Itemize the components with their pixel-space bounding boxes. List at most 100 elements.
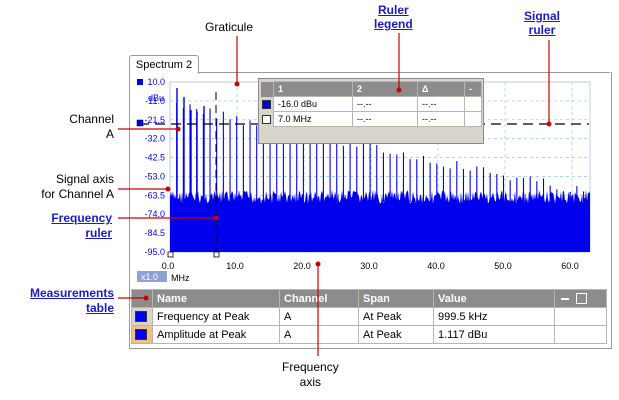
- measurements-header: Name Channel Span Value: [131, 289, 607, 308]
- ruler-legend-empty: [464, 111, 482, 127]
- column-header-name[interactable]: Name: [152, 289, 280, 308]
- y-tick-label: -95.0: [144, 247, 165, 257]
- channel-a-callout: Channel A: [56, 112, 114, 142]
- frequency-swatch-icon: [262, 115, 271, 125]
- spectrum-trace: [170, 88, 590, 252]
- minimize-icon[interactable]: [561, 297, 569, 300]
- ruler-legend-table: 1 2 Δ - -16.0 dBu --.-- --.-- 7.0 MHz --…: [261, 81, 482, 127]
- table-row[interactable]: Frequency at Peak A At Peak 999.5 kHz: [131, 307, 607, 326]
- row-color-cell: [131, 307, 153, 326]
- signal-axis-callout-line1: Signal axis: [55, 172, 114, 186]
- y-tick-label: -84.5: [144, 228, 165, 238]
- column-header-channel[interactable]: Channel: [279, 289, 359, 308]
- table-row[interactable]: Amplitude at Peak A At Peak 1.117 dBu: [131, 325, 607, 344]
- measurements-table[interactable]: Name Channel Span Value Frequency at Pea…: [131, 289, 607, 344]
- channel-a-callout-line2: A: [105, 127, 114, 141]
- measurement-color-icon[interactable]: [135, 311, 147, 323]
- x-tick-label: 60.0: [561, 261, 579, 271]
- ruler-legend-row: -16.0 dBu --.-- --.--: [261, 96, 482, 112]
- measurement-value: 1.117 dBu: [433, 325, 555, 344]
- ruler-legend-value: 7.0 MHz: [273, 111, 353, 127]
- ruler-legend-callout-line1: Ruler: [377, 3, 409, 17]
- x-tick-label: 30.0: [360, 261, 378, 271]
- ruler-legend-header-1: 1: [273, 81, 353, 97]
- x-tick-label: 50.0: [494, 261, 512, 271]
- graticule-callout: Graticule: [205, 20, 253, 35]
- frequency-axis-callout: Frequency axis: [282, 360, 339, 390]
- frequency-ruler-callout-line2: ruler: [85, 226, 112, 240]
- frequency-axis-callout-line2: axis: [299, 375, 322, 389]
- measurement-channel: A: [279, 325, 359, 344]
- y-axis-unit-label: dBu: [148, 93, 164, 103]
- ruler-legend-value: -16.0 dBu: [273, 96, 353, 112]
- zoom-label: x1.0: [141, 272, 158, 282]
- ruler-legend-value: --.--: [352, 96, 418, 112]
- y-tick-label: 10.0: [147, 77, 165, 87]
- signal-ruler-callout-line1: Signal: [524, 9, 561, 23]
- x-axis-unit-label: MHz: [171, 273, 190, 283]
- column-header-span[interactable]: Span: [358, 289, 434, 308]
- ruler-legend-callout[interactable]: Ruler legend: [374, 3, 413, 31]
- frequency-axis-callout-line1: Frequency: [282, 360, 339, 374]
- measurement-span: At Peak: [358, 307, 434, 326]
- spectrum-plot[interactable]: 10.0-11.0-21.5-32.0-42.5-53.0-63.5-74.0-…: [129, 72, 610, 284]
- measurements-grid: Name Channel Span Value Frequency at Pea…: [131, 289, 607, 344]
- measurements-table-callout-line1: Measurements: [29, 286, 114, 300]
- ruler-legend-value: --.--: [417, 96, 465, 112]
- y-tick-label: -32.0: [144, 134, 165, 144]
- y-tick-label: -63.5: [144, 190, 165, 200]
- signal-ruler-callout-line2: ruler: [528, 23, 556, 37]
- ruler-legend-value: --.--: [352, 111, 418, 127]
- signal-ruler-callout[interactable]: Signal ruler: [524, 9, 560, 37]
- frequency-ruler-callout[interactable]: Frequency ruler: [30, 211, 112, 241]
- y-tick-label: -42.5: [144, 153, 165, 163]
- measurements-window-buttons: [554, 289, 607, 308]
- zoom-indicator: [137, 271, 167, 282]
- frequency-ruler-callout-line1: Frequency: [51, 211, 112, 225]
- channel-a-swatch-icon: [262, 100, 271, 110]
- x-tick-label: 10.0: [226, 261, 244, 271]
- frequency-ruler-handle-left: [167, 251, 174, 258]
- x-tick-label: 0.0: [162, 261, 175, 271]
- ruler-legend-row: 7.0 MHz --.-- --.--: [261, 111, 482, 127]
- x-tick-label: 40.0: [427, 261, 445, 271]
- measurement-empty: [554, 307, 607, 326]
- x-axis-ticks: 0.0 10.0 20.0 30.0 40.0 50.0 60.0: [162, 261, 579, 271]
- measurements-header-corner: [131, 289, 153, 308]
- signal-axis-callout-line2: for Channel A: [41, 187, 114, 201]
- measurement-span: At Peak: [358, 325, 434, 344]
- y-axis-ticks: 10.0 -11.0 -21.5 -32.0 -42.5 -53.0 -63.5 -74.0 -…: [144, 77, 165, 257]
- y-tick-label: -21.5: [144, 115, 165, 125]
- measurements-table-callout[interactable]: Measurements table: [4, 286, 114, 316]
- ruler-legend-collapse-button[interactable]: -: [464, 81, 482, 97]
- signal-ruler-handle: [136, 119, 144, 127]
- measurement-empty: [554, 325, 607, 344]
- tab-spectrum-2[interactable]: Spectrum 2: [129, 55, 199, 74]
- ruler-legend-callout-line2: legend: [374, 17, 413, 31]
- ruler-legend-value: --.--: [417, 111, 465, 127]
- measurement-color-icon[interactable]: [135, 329, 147, 341]
- ruler-legend-header-corner: [261, 81, 274, 97]
- ruler-legend-row-swatch-cell: [261, 96, 274, 112]
- ruler-legend-header: 1 2 Δ -: [261, 81, 482, 97]
- channel-a-axis-marker: [137, 79, 143, 85]
- ruler-legend-empty: [464, 96, 482, 112]
- measurement-name: Amplitude at Peak: [152, 325, 280, 344]
- row-color-cell: [131, 325, 153, 344]
- y-tick-label: -53.0: [144, 171, 165, 181]
- maximize-icon[interactable]: [576, 293, 588, 305]
- ruler-legend[interactable]: 1 2 Δ - -16.0 dBu --.-- --.-- 7.0 MHz --…: [258, 78, 484, 144]
- x-tick-label: 20.0: [293, 261, 311, 271]
- measurement-channel: A: [279, 307, 359, 326]
- ruler-legend-header-2: 2: [352, 81, 418, 97]
- column-header-value[interactable]: Value: [433, 289, 555, 308]
- noise-floor: [170, 190, 590, 252]
- graticule-callout-text: Graticule: [205, 20, 254, 34]
- ruler-legend-header-delta: Δ: [417, 81, 465, 97]
- measurement-value: 999.5 kHz: [433, 307, 555, 326]
- signal-axis-callout: Signal axis for Channel A: [18, 172, 114, 202]
- tab-bar-divider: [129, 72, 610, 73]
- tab-label: Spectrum 2: [135, 59, 193, 71]
- y-tick-label: -11.0: [145, 96, 165, 106]
- frequency-ruler-handle: [213, 251, 220, 258]
